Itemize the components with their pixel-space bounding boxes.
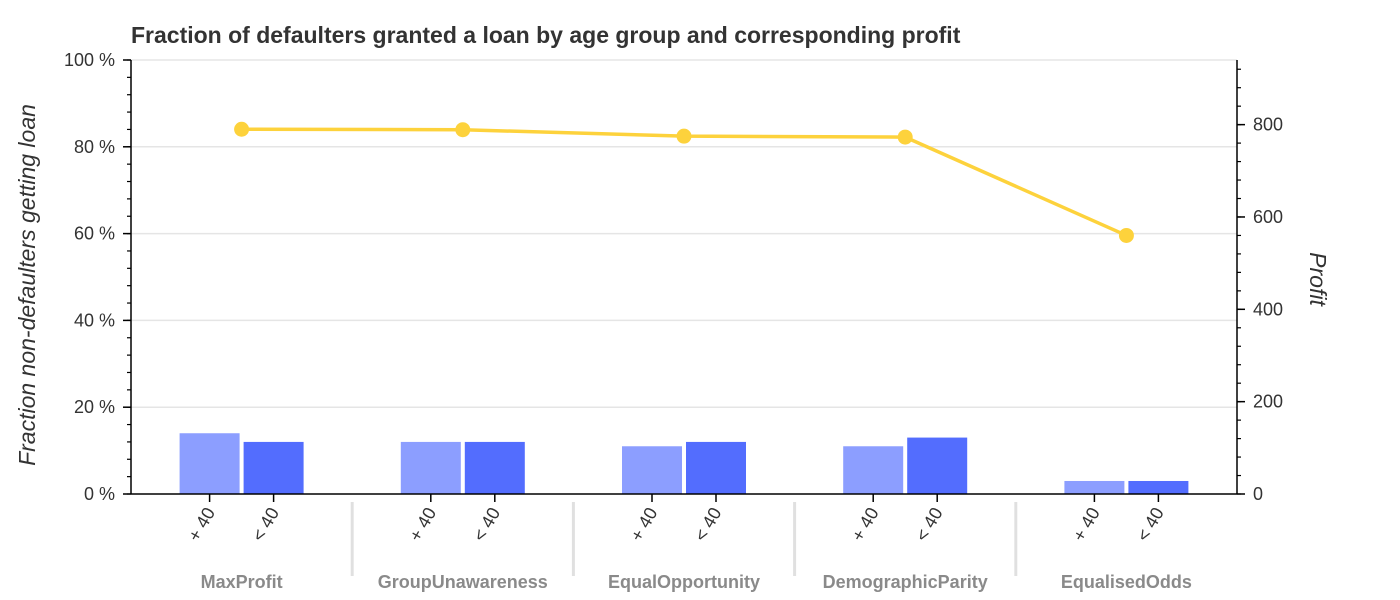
bars — [179, 433, 1189, 494]
x-axis-category-label: EqualisedOdds — [1061, 572, 1192, 592]
x-axis-category-label: MaxProfit — [201, 572, 283, 592]
profit-point — [676, 128, 692, 144]
x-axis-category-label: EqualOpportunity — [608, 572, 760, 592]
y-axis-left-tick-label: 0 % — [84, 484, 115, 504]
grid — [131, 59, 1237, 408]
profit-point — [234, 121, 250, 137]
y-axis-right-tick-label: 600 — [1253, 207, 1283, 227]
x-axis-sublabel: + 40 — [848, 504, 883, 545]
bar — [179, 433, 240, 494]
x-axis-category-label: DemographicParity — [823, 572, 988, 592]
bar — [907, 437, 968, 494]
profit-line-group — [234, 121, 1134, 243]
bar — [622, 446, 682, 494]
x-axis-category-label: GroupUnawareness — [378, 572, 548, 592]
x-axis-labels: + 40 < 40 MaxProfit + 40 < 40 GroupUnawarenes… — [184, 502, 1192, 592]
axis-labels: Fraction non-defaulters getting loan Pro… — [14, 104, 1331, 466]
profit-point — [455, 122, 471, 138]
x-axis-sublabel: < 40 — [469, 504, 504, 545]
bar — [400, 441, 461, 494]
y-axis-right-tick-label: 400 — [1253, 299, 1283, 319]
y-axis-right-tick-label: 0 — [1253, 484, 1263, 504]
profit-point — [897, 129, 913, 145]
x-axis-sublabel: + 40 — [184, 504, 219, 545]
bar — [686, 441, 746, 494]
x-axis-sublabel: + 40 — [1069, 504, 1104, 545]
profit-point — [1118, 227, 1134, 243]
y-axis-left-tick-label: 80 % — [74, 137, 115, 157]
chart-title: Fraction of defaulters granted a loan by… — [131, 22, 961, 48]
x-axis-sublabel: < 40 — [1133, 504, 1168, 545]
y-axis-right-tick-label: 200 — [1253, 392, 1283, 412]
y-axis-left-tick-label: 40 % — [74, 310, 115, 330]
profit-line — [241, 127, 1128, 238]
bar — [843, 446, 904, 494]
y-axis-right-tick-label: 800 — [1253, 115, 1283, 135]
x-axis-sublabel: + 40 — [405, 504, 440, 545]
y-axis-left-tick-label: 20 % — [74, 397, 115, 417]
y-axis-left-tick-label: 100 % — [64, 50, 115, 70]
x-axis-sublabel: < 40 — [248, 504, 283, 545]
x-axis-sublabel: < 40 — [912, 504, 947, 545]
bar — [464, 441, 525, 494]
y-axis-right-label: Profit — [1305, 252, 1331, 307]
bar — [1128, 480, 1189, 494]
bar — [243, 441, 304, 494]
x-axis-sublabel: + 40 — [626, 504, 661, 545]
y-axis-left-tick-label: 60 % — [74, 224, 115, 244]
x-axis-sublabel: < 40 — [690, 504, 725, 545]
bar — [1064, 480, 1125, 494]
y-axis-left-label: Fraction non-defaulters getting loan — [14, 104, 40, 466]
axes: 0 % 20 % 40 % 60 % 80 % 100 % 0 200 400 600 800 — [64, 50, 1283, 504]
